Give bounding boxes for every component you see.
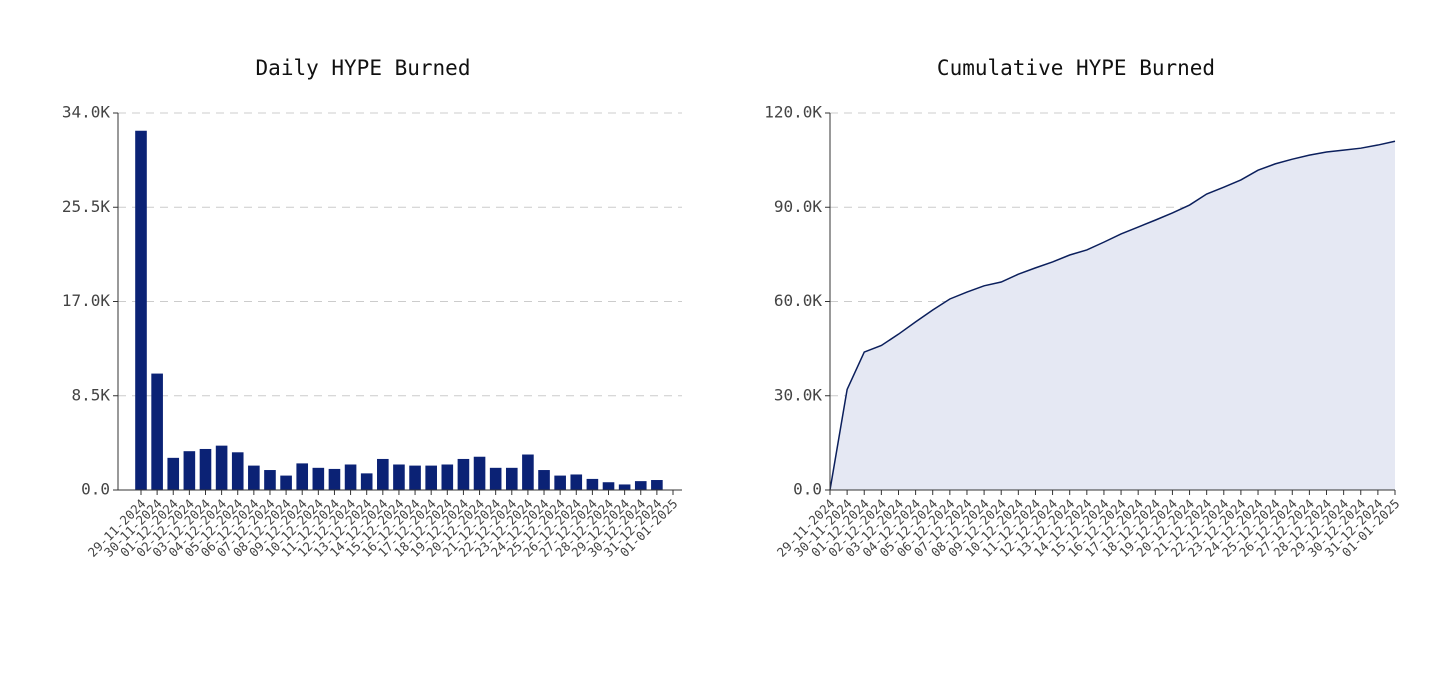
bar	[522, 454, 534, 490]
chart-title: Cumulative HYPE Burned	[937, 56, 1215, 80]
bar	[441, 464, 454, 490]
bar	[151, 373, 163, 490]
bar	[489, 467, 502, 490]
y-tick-label: 8.5K	[71, 385, 110, 404]
y-tick-label: 0.0	[81, 480, 110, 499]
bar	[360, 473, 373, 490]
chart-title: Daily HYPE Burned	[256, 56, 471, 80]
bar	[296, 463, 309, 490]
bar	[312, 467, 325, 490]
y-tick-label: 60.0K	[774, 291, 823, 310]
y-tick-label: 25.5K	[62, 197, 111, 216]
bar	[634, 481, 647, 490]
bar	[586, 478, 599, 490]
y-tick-label: 30.0K	[774, 385, 823, 404]
bar	[264, 470, 276, 490]
bar	[215, 445, 228, 490]
y-tick-label: 90.0K	[774, 197, 823, 216]
bar	[135, 130, 147, 490]
bar	[280, 475, 292, 490]
bar	[651, 480, 663, 490]
chart: Daily HYPE Burned0.08.5K17.0K25.5K34.0K2…	[62, 56, 682, 560]
y-tick-label: 34.0K	[62, 103, 111, 122]
bar	[248, 465, 260, 490]
bar	[570, 474, 583, 490]
bar	[425, 465, 437, 490]
bar	[602, 482, 615, 490]
bar	[328, 468, 341, 490]
chart: Cumulative HYPE Burned 0.0 30.0K 60.0K 90.0K…	[764, 56, 1402, 560]
bar	[473, 456, 486, 490]
y-tick-label: 120.0K	[764, 103, 822, 122]
y-tick-label: 0.0	[793, 480, 822, 499]
bar	[618, 484, 631, 490]
bar	[167, 457, 180, 490]
bar	[231, 452, 244, 490]
bar	[409, 465, 421, 490]
bar	[457, 458, 470, 490]
y-tick-label: 17.0K	[62, 291, 111, 310]
bar	[183, 451, 196, 490]
bar	[554, 475, 566, 490]
line	[829, 140, 1396, 491]
bar	[199, 448, 212, 490]
bar	[344, 464, 357, 490]
bar	[377, 458, 389, 490]
bar	[505, 467, 518, 490]
area	[830, 141, 1395, 490]
bar	[538, 470, 550, 490]
bar	[393, 464, 405, 490]
